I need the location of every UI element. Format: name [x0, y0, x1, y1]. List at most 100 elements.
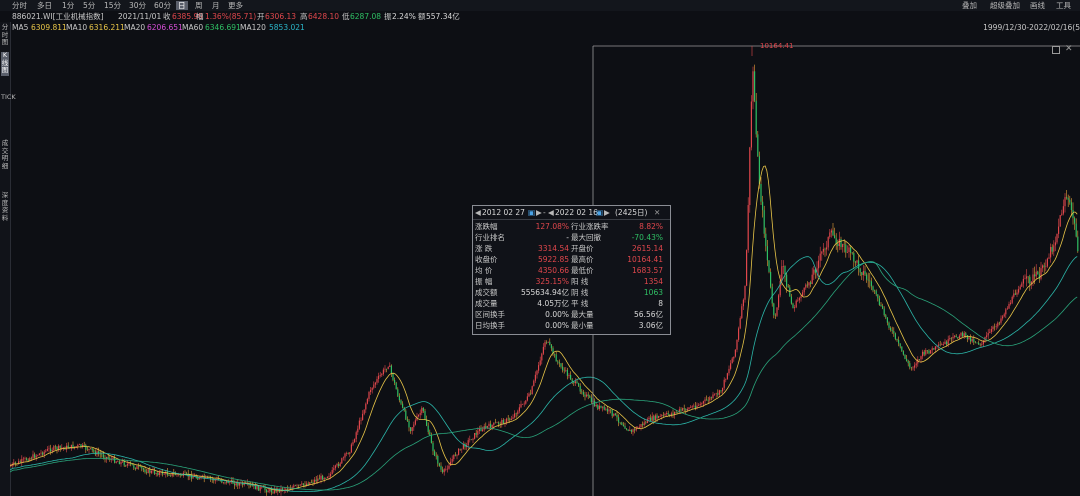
- end-calendar-icon[interactable]: ▣: [596, 208, 604, 217]
- prev-start-icon[interactable]: ◀: [475, 208, 481, 217]
- candle-body: [928, 350, 930, 354]
- candle-body: [542, 346, 544, 354]
- candle-body: [800, 296, 802, 299]
- candle-body: [909, 363, 911, 368]
- side-fenshi[interactable]: 分时图: [1, 23, 9, 46]
- stat-value: 2615.14: [631, 244, 663, 253]
- start-calendar-icon[interactable]: ▣: [528, 208, 536, 217]
- candle-body: [32, 454, 34, 459]
- tooltip-close-icon[interactable]: ✕: [654, 208, 661, 217]
- candle-body: [710, 397, 712, 399]
- candle-body: [22, 458, 24, 460]
- candle-body: [269, 488, 271, 492]
- period-30min[interactable]: 30分: [129, 1, 147, 10]
- quote-info-bar: 886021.WI[工业机械指数] 2021/11/01 收 6385.99 幅…: [0, 11, 1080, 22]
- period-60min[interactable]: 60分: [154, 1, 172, 10]
- candle-body: [422, 407, 424, 411]
- candle-body: [1054, 242, 1056, 246]
- tooltip-row: 涨 跌 3314.54 开盘价 2615.14: [473, 244, 670, 254]
- candle-body: [1010, 302, 1012, 304]
- period-1min[interactable]: 1分: [62, 1, 75, 10]
- candle-body: [227, 480, 229, 484]
- candle-body: [664, 414, 666, 416]
- candle-body: [995, 326, 997, 327]
- candle-body: [765, 233, 767, 247]
- period-more[interactable]: 更多: [228, 1, 243, 10]
- candle-body: [602, 406, 604, 408]
- candle-body: [123, 461, 125, 466]
- period-fenshi[interactable]: 分时: [12, 1, 27, 10]
- candle-body: [86, 449, 88, 451]
- candle-body: [878, 298, 880, 305]
- side-kline[interactable]: K线图: [1, 51, 9, 76]
- end-date[interactable]: 2022 02 16: [555, 208, 598, 217]
- candle-body: [344, 453, 346, 458]
- stat-value: 56.56亿: [634, 310, 663, 319]
- candle-body: [773, 303, 775, 316]
- period-week[interactable]: 周: [195, 1, 203, 10]
- candle-body: [163, 473, 165, 475]
- period-day[interactable]: 日: [176, 1, 188, 10]
- candle-body: [1066, 197, 1068, 198]
- start-date[interactable]: 2012 02 27: [482, 208, 525, 217]
- candle-body: [128, 462, 130, 465]
- candle-body: [294, 485, 296, 486]
- candle-body: [726, 373, 728, 380]
- period-5min[interactable]: 5分: [83, 1, 96, 10]
- stat-value: 127.08%: [535, 222, 569, 231]
- tools-button[interactable]: 工具: [1056, 1, 1071, 10]
- candle-body: [810, 282, 812, 284]
- candle-body: [750, 101, 752, 148]
- range-separator: -: [543, 208, 546, 217]
- kline-chart[interactable]: 10164.41: [10, 34, 1080, 496]
- candle-body: [174, 473, 176, 476]
- next-end-icon[interactable]: ▶: [604, 208, 610, 217]
- side-tick[interactable]: TICK: [1, 93, 16, 101]
- period-duori[interactable]: 多日: [37, 1, 52, 10]
- candle-body: [368, 392, 370, 399]
- prev-end-icon[interactable]: ◀: [548, 208, 554, 217]
- super-overlay-button[interactable]: 超级叠加: [990, 1, 1020, 10]
- candle-body: [237, 481, 239, 486]
- candle-body: [146, 472, 148, 473]
- next-start-icon[interactable]: ▶: [536, 208, 542, 217]
- candle-body: [934, 346, 936, 350]
- side-depth[interactable]: 深度资料: [1, 191, 9, 222]
- candle-body: [522, 403, 524, 405]
- tooltip-header: ◀ 2012 02 27 ▣ ▶ - ◀ 2022 02 16 ▣ ▶ (242…: [473, 206, 670, 220]
- candle-body: [34, 454, 36, 458]
- candle-body: [749, 147, 751, 206]
- maximize-icon[interactable]: [1052, 46, 1060, 54]
- candle-body: [520, 404, 522, 408]
- candle-body: [734, 349, 736, 357]
- candle-body: [883, 308, 885, 316]
- candle-body: [837, 243, 839, 247]
- candle-body: [190, 474, 192, 479]
- candle-body: [370, 390, 372, 393]
- candle-body: [776, 307, 778, 316]
- draw-line-button[interactable]: 画线: [1030, 1, 1045, 10]
- stat-value: 4350.66: [537, 266, 569, 275]
- candle-body: [818, 260, 820, 269]
- candle-body: [1019, 286, 1021, 290]
- security-code: 886021.WI[工业机械指数]: [12, 12, 104, 21]
- period-15min[interactable]: 15分: [104, 1, 122, 10]
- tooltip-row: 涨跌幅 127.08% 行业涨跌率 8.82%: [473, 222, 670, 232]
- candle-body: [347, 453, 349, 454]
- candle-body: [581, 391, 583, 393]
- candle-body: [656, 415, 658, 419]
- candle-body: [24, 458, 26, 459]
- candle-body: [62, 447, 64, 449]
- candle-body: [952, 336, 954, 339]
- overlay-button[interactable]: 叠加: [962, 1, 977, 10]
- candle-body: [982, 340, 984, 345]
- stat-label: 均 价: [475, 266, 493, 275]
- candle-body: [1056, 233, 1058, 243]
- period-month[interactable]: 月: [212, 1, 220, 10]
- close-icon[interactable]: ✕: [1065, 44, 1073, 54]
- candle-body: [445, 468, 447, 470]
- side-trade-detail[interactable]: 成交明细: [1, 139, 9, 170]
- candle-body: [306, 483, 308, 486]
- candle-body: [939, 344, 941, 346]
- candle-body: [160, 471, 162, 473]
